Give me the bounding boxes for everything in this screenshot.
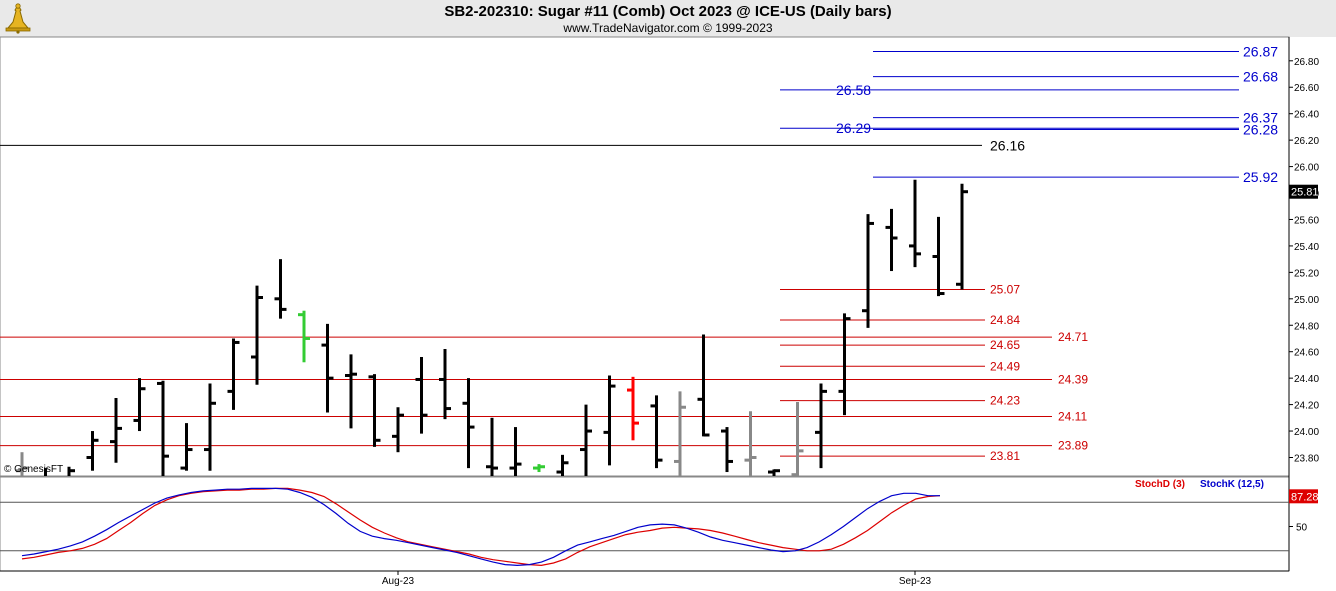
red-level-label: 23.89 [1058,439,1088,453]
y-tick-label: 24.20 [1294,401,1319,412]
ohlc-bar [16,452,28,476]
stoch-legend-d: StochD (3) [1135,479,1185,490]
ohlc-bar [627,376,639,441]
x-tick-label: Sep-23 [899,576,932,587]
y-tick-label: 24.40 [1294,374,1319,385]
ohlc-bar [274,259,287,319]
ohlc-bar [533,464,545,473]
ohlc-bar [204,383,216,471]
y-tick-label: 26.80 [1294,57,1319,68]
ohlc-bar [697,334,710,437]
ohlc-bar [862,214,874,328]
ohlc-bar [885,208,898,272]
black-level-label: 26.16 [990,137,1025,153]
chart-title: SB2-202310: Sugar #11 (Comb) Oct 2023 @ … [444,3,892,20]
y-tick-label: 23.80 [1294,453,1319,464]
red-level-label: 24.84 [990,313,1020,327]
stoch-series-line [21,487,941,567]
ohlc-bar [439,349,451,420]
ohlc-bar [462,378,475,469]
y-tick-label: 26.00 [1294,163,1319,174]
blue-level-label: 26.29 [836,120,871,136]
blue-level-label: 26.87 [1243,44,1278,60]
red-level-label: 24.49 [990,359,1020,373]
ohlc-bar [298,310,310,363]
ohlc-bar [556,454,569,476]
y-tick-label: 25.00 [1294,295,1319,306]
x-tick-label: Aug-23 [382,576,415,587]
y-tick-label: 26.60 [1294,83,1319,94]
ohlc-bar [650,395,663,469]
blue-level-label: 26.68 [1243,69,1278,85]
y-tick-label: 25.60 [1294,215,1319,226]
ohlc-bar [932,216,945,297]
y-tick-label: 24.80 [1294,321,1319,332]
red-level-label: 24.71 [1058,330,1088,344]
ohlc-bar [486,417,498,476]
ohlc-bar [415,356,428,434]
chart-subtitle: www.TradeNavigator.com © 1999-2023 [563,21,773,35]
chart-header: SB2-202310: Sugar #11 (Comb) Oct 2023 @ … [0,0,1336,37]
ohlc-bar [110,397,122,463]
ohlc-bar [67,466,75,476]
ohlc-bar [744,411,757,476]
red-level-label: 24.65 [990,338,1020,352]
y-tick-label: 24.00 [1294,427,1319,438]
ohlc-bar [721,427,733,473]
ohlc-bar [768,469,780,476]
watermark: © GenesisFT [4,464,63,475]
ohlc-bar [838,313,851,416]
ohlc-bar [345,354,357,429]
ohlc-bar [86,431,99,471]
ohlc-bar [368,374,381,447]
red-level-label: 24.11 [1058,409,1087,423]
ohlc-bar [133,378,146,432]
blue-level-label: 25.92 [1243,169,1278,185]
ohlc-bar [321,323,334,413]
ohlc-bar [180,423,193,471]
ohlc-bar [227,338,240,410]
stoch-last-value-box [1289,489,1318,504]
blue-level-label: 26.37 [1243,110,1278,126]
ohlc-bar [157,380,169,476]
red-level-label: 24.23 [990,394,1020,408]
ohlc-bar [815,383,827,469]
red-level-label: 24.39 [1058,372,1088,386]
last-price-box [1289,184,1318,199]
stoch-legend-k: StochK (12,5) [1200,479,1264,490]
ohlc-bar [791,401,804,477]
blue-level-label: 26.58 [836,82,871,98]
red-level-label: 25.07 [990,283,1020,297]
y-tick-label: 26.40 [1294,110,1319,121]
ohlc-bar [956,183,968,290]
ohlc-bar [603,375,616,466]
stoch-last-value: 87.28 [1291,491,1319,503]
y-tick-label: 26.20 [1294,136,1319,147]
ohlc-bar [909,179,921,268]
y-tick-label: 25.40 [1294,242,1319,253]
ohlc-bar [580,404,592,476]
ohlc-bar [509,427,522,476]
stoch-series-line [21,487,940,567]
ohlc-bar [392,407,404,453]
stoch-y-tick-label: 50 [1296,523,1308,534]
ohlc-bar [251,285,263,385]
gold-bell-logo-icon [5,3,31,34]
ohlc-bar [674,391,686,476]
red-level-label: 23.81 [990,449,1020,463]
last-price-label: 25.81 [1291,187,1319,199]
y-tick-label: 25.20 [1294,268,1319,279]
blue-level-label: 26.28 [1243,122,1278,138]
y-tick-label: 24.60 [1294,348,1319,359]
